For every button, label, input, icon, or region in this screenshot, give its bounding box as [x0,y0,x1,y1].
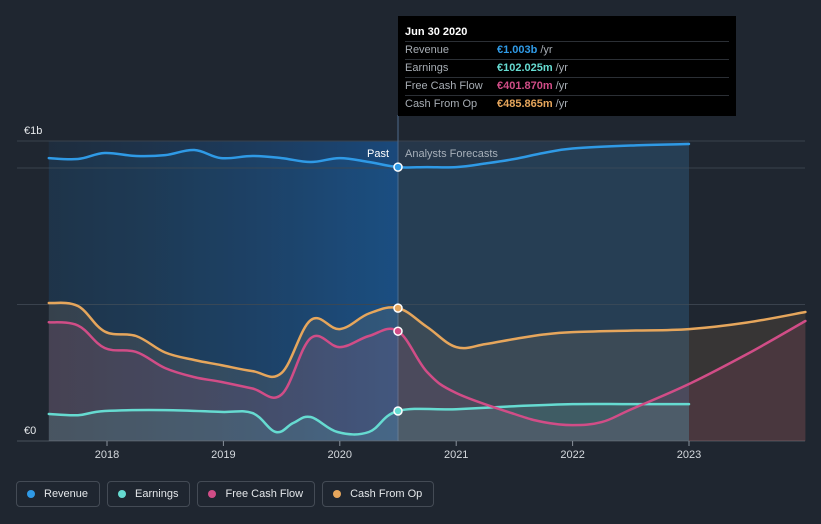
legend-dot-icon [333,490,342,498]
label-layer: €1b €0 Past Analysts Forecasts [24,125,498,437]
area-revenue [48,144,690,441]
y-label-top: €1b [24,125,42,137]
tooltip-row-earnings: Earnings €102.025m /yr [405,59,729,77]
x-tick-label: 2019 [211,449,235,461]
tooltip-label: Revenue [405,44,450,56]
past-label: Past [367,148,389,160]
past-region [48,141,399,441]
legend-label: Earnings [135,488,179,500]
series-line-cfo [47,301,807,378]
tooltip-unit: /yr [555,62,568,74]
legend-dot-icon [208,490,217,498]
tooltip-unit: /yr [555,98,568,110]
legend-label: Free Cash Flow [225,488,304,500]
tooltip-date: Jun 30 2020 [405,26,468,38]
tooltip-row-cash-from-op: Cash From Op €485.865m /yr [405,95,729,113]
x-tick-label: 2021 [444,449,468,461]
line-layer [47,142,807,436]
legend-item-earnings[interactable]: Earnings [107,481,191,507]
legend-label: Cash From Op [350,488,423,500]
legend-item-free-cash-flow[interactable]: Free Cash Flow [197,481,316,507]
tooltip-value: €102.025m [497,62,553,74]
analysts-forecasts-label: Analysts Forecasts [405,148,498,160]
tooltip-unit: /yr [555,80,568,92]
tooltip-label: Earnings [405,62,449,74]
x-tick-label: 2020 [328,449,352,461]
legend-dot-icon [27,490,35,498]
tooltip-label: Free Cash Flow [405,80,483,92]
x-tick-label: 2018 [95,449,119,461]
marker-cfo [393,303,403,313]
marker-fcf [393,326,403,336]
legend-item-cash-from-op[interactable]: Cash From Op [322,481,435,507]
legend-dot-icon [118,490,127,498]
tooltip-unit: /yr [540,44,553,56]
tooltip-value: €401.870m [497,80,553,92]
y-label-bottom: €0 [24,425,36,437]
legend-item-revenue[interactable]: Revenue [16,481,101,507]
marker-earnings [393,406,403,416]
series-line-earnings [47,402,691,436]
area-layer [48,144,806,441]
forecast-region [398,141,689,441]
marker-revenue [393,162,403,172]
legend-label: Revenue [44,488,89,500]
tooltip-value: €485.865m [497,98,553,110]
area-earnings [48,403,690,441]
x-tick-label: 2022 [560,449,584,461]
tooltip-label: Cash From Op [405,98,478,110]
tooltip-row-revenue: Revenue €1.003b /yr [405,41,729,59]
legend: Revenue Earnings Free Cash Flow Cash Fro… [16,481,441,507]
series-line-revenue [47,142,691,169]
tooltip-value: €1.003b [497,44,538,56]
tooltip-row-free-cash-flow: Free Cash Flow €401.870m /yr [405,77,729,95]
series-line-fcf [47,319,807,427]
x-axis-ticks: 2018 2019 2020 2021 2022 2023 [95,441,701,461]
marker-layer [393,162,403,416]
x-tick-label: 2023 [677,449,701,461]
background-layer [48,141,689,441]
tooltip: Jun 30 2020 Revenue €1.003b /yr Earnings… [398,16,736,116]
